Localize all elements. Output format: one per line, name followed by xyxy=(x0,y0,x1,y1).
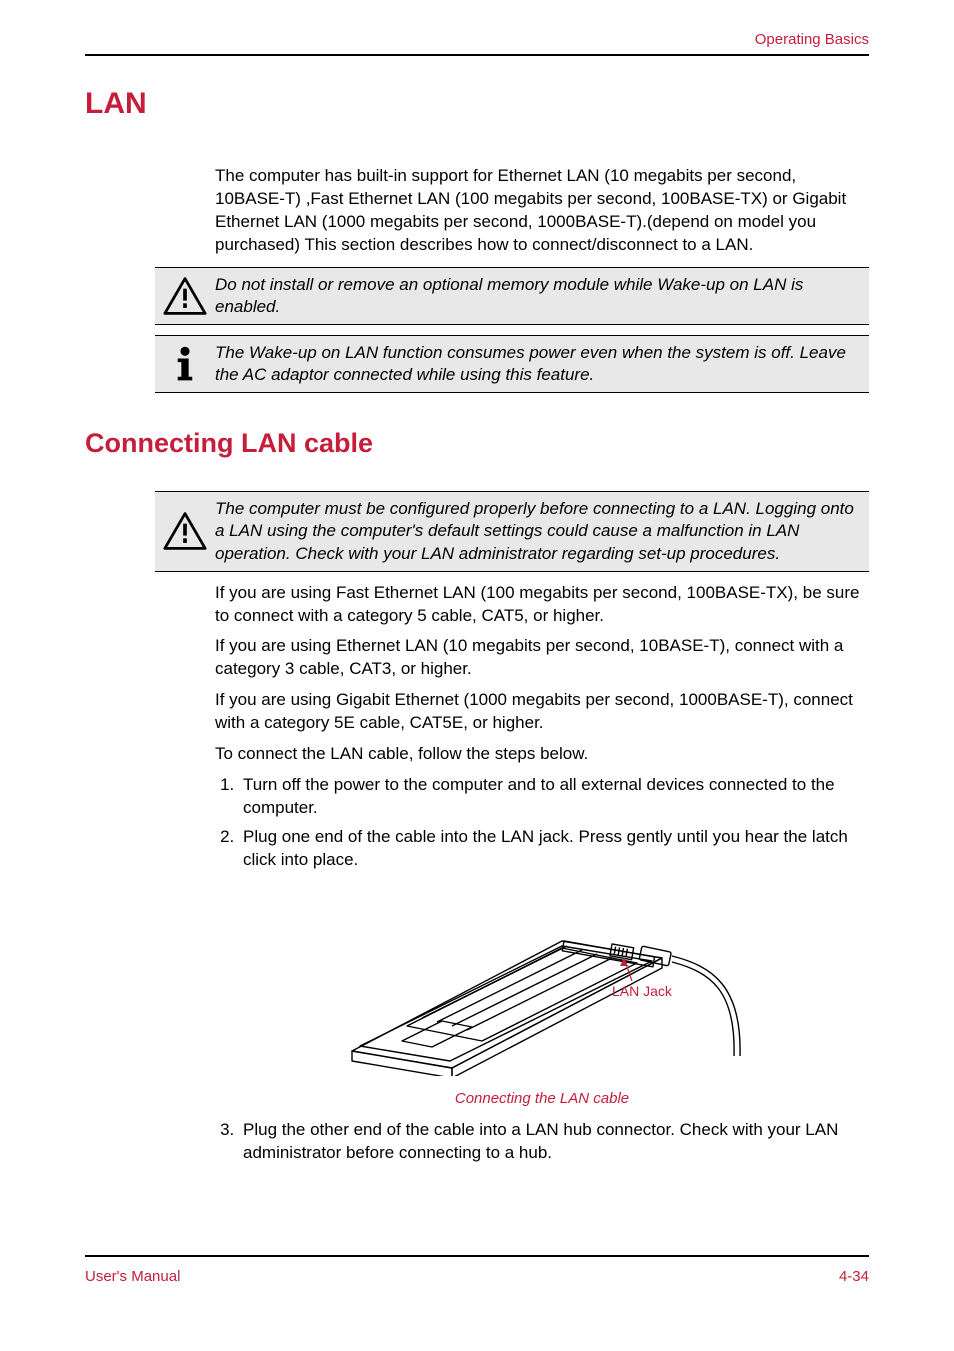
caution-icon-2 xyxy=(155,511,215,551)
steps-list-cont: Plug the other end of the cable into a L… xyxy=(215,1119,869,1165)
info-1-text: The Wake-up on LAN function consumes pow… xyxy=(215,342,859,386)
step-2: Plug one end of the cable into the LAN j… xyxy=(239,826,869,872)
caution-callout-2: The computer must be configured properly… xyxy=(155,491,869,571)
figure-caption: Connecting the LAN cable xyxy=(215,1089,869,1109)
step-3: Plug the other end of the cable into a L… xyxy=(239,1119,869,1165)
caution-2-text: The computer must be configured properly… xyxy=(215,498,859,564)
caution-1-text: Do not install or remove an optional mem… xyxy=(215,274,859,318)
lan-intro: The computer has built-in support for Et… xyxy=(215,165,869,257)
step-1: Turn off the power to the computer and t… xyxy=(239,774,869,820)
section-connecting-title: Connecting LAN cable xyxy=(85,425,869,461)
para-cat3: If you are using Ethernet LAN (10 megabi… xyxy=(215,635,869,681)
para-cat5: If you are using Fast Ethernet LAN (100 … xyxy=(215,582,869,628)
figure-lan-cable: LAN Jack Connecting the LAN cable xyxy=(215,886,869,1109)
footer-left: User's Manual xyxy=(85,1267,180,1287)
info-icon xyxy=(155,344,215,384)
info-callout-1: The Wake-up on LAN function consumes pow… xyxy=(155,335,869,393)
section-lan-title: LAN xyxy=(85,84,869,125)
caution-callout-1: Do not install or remove an optional mem… xyxy=(155,267,869,325)
footer-right: 4-34 xyxy=(839,1267,869,1287)
caution-icon xyxy=(155,276,215,316)
footer-rule xyxy=(85,1255,869,1257)
chapter-label: Operating Basics xyxy=(85,30,869,50)
para-steps-intro: To connect the LAN cable, follow the ste… xyxy=(215,743,869,766)
page-footer: User's Manual 4-34 xyxy=(85,1267,869,1307)
header-rule xyxy=(85,54,869,56)
figure-anno-lan-jack: LAN Jack xyxy=(612,983,673,999)
para-cat5e: If you are using Gigabit Ethernet (1000 … xyxy=(215,689,869,735)
steps-list: Turn off the power to the computer and t… xyxy=(215,774,869,872)
